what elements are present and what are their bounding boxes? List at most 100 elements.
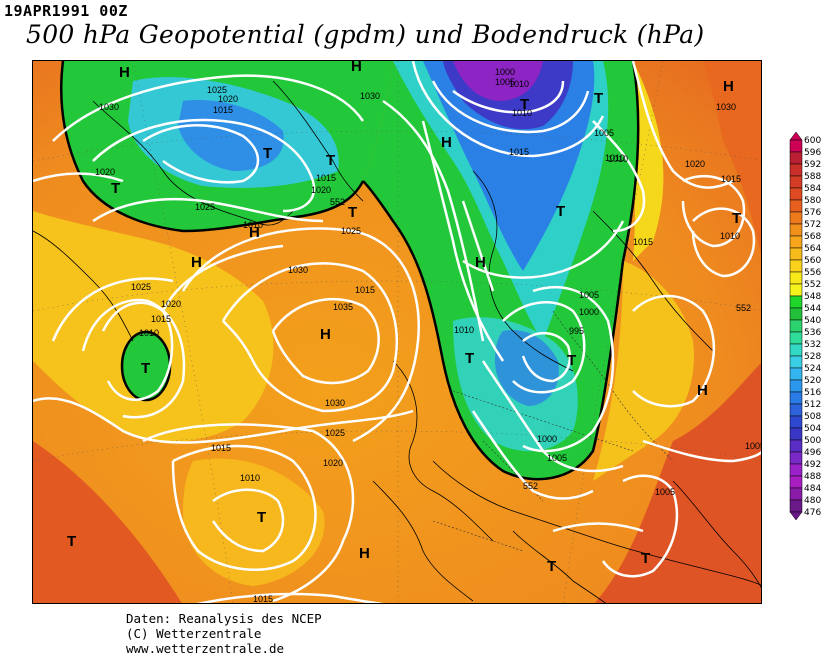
isobar-label: 1020	[323, 458, 343, 468]
isobar-label: 1010	[720, 231, 740, 241]
colorbar-label: 520	[804, 376, 822, 386]
colorbar-cell	[789, 235, 803, 249]
isobar-label: 1015	[633, 237, 653, 247]
isobar-label: 1030	[99, 102, 119, 112]
isobar-label: 1005	[655, 487, 675, 497]
isobar-label: 1015	[316, 173, 336, 183]
colorbar-label: 492	[804, 460, 822, 470]
colorbar-label: 560	[804, 256, 822, 266]
height-field-red-se	[594, 363, 761, 603]
pressure-system-label: H	[119, 64, 130, 81]
colorbar-label: 572	[804, 220, 822, 230]
colorbar-label: 528	[804, 352, 822, 362]
pressure-system-label: T	[111, 180, 120, 197]
isobar-label: 1010	[240, 473, 260, 483]
colorbar-cell	[789, 187, 803, 201]
pressure-system-label: H	[249, 224, 260, 241]
colorbar-label: 508	[804, 412, 822, 422]
contour-552-label: 552	[330, 197, 345, 207]
isobar-label: 1030	[716, 102, 736, 112]
colorbar-label: 588	[804, 172, 822, 182]
pressure-system-label: H	[191, 254, 202, 271]
credit-line: (C) Wetterzentrale	[126, 626, 262, 641]
colorbar-cell	[789, 391, 803, 405]
colorbar-cell	[789, 307, 803, 321]
colorbar-cell	[789, 271, 803, 285]
country-borders	[432, 310, 674, 552]
colorbar-cell	[789, 211, 803, 225]
colorbar-cell	[789, 487, 803, 501]
isobar-label: 1015	[253, 594, 273, 604]
isobar-label: 1000	[495, 67, 515, 77]
colorbar-label: 544	[804, 304, 822, 314]
graticule	[33, 61, 761, 603]
pressure-system-label: T	[67, 533, 76, 550]
pressure-system-label: T	[556, 203, 565, 220]
isobar-label: 995	[569, 326, 584, 336]
colorbar-cell	[789, 163, 803, 177]
colorbar-cell	[789, 451, 803, 465]
colorbar-cell	[789, 415, 803, 429]
isobar-label: 1020	[161, 299, 181, 309]
isobar-label: 1015	[151, 314, 171, 324]
colorbar-label: 552	[804, 280, 822, 290]
colorbar-label: 532	[804, 340, 822, 350]
pressure-system-label: T	[567, 352, 576, 369]
pressure-system-label: T	[547, 558, 556, 575]
analysis-date: 19APR1991 00Z	[4, 2, 128, 20]
colorbar-label: 476	[804, 508, 822, 518]
colorbar-label: 576	[804, 208, 822, 218]
height-field-yellow-south	[183, 458, 325, 586]
isobar-label: 1025	[207, 85, 227, 95]
isobar-label: 1010	[512, 108, 532, 118]
colorbar-label: 500	[804, 436, 822, 446]
isobar-label: 1010	[605, 153, 625, 163]
colorbar-label: 592	[804, 160, 822, 170]
colorbar-cell	[789, 439, 803, 453]
colorbar-cell	[789, 199, 803, 213]
pressure-system-label: T	[326, 152, 335, 169]
height-field-red-east	[703, 61, 761, 254]
pressure-system-label: T	[641, 550, 650, 567]
isobar-label: 1035	[333, 302, 353, 312]
isobar-label: 1025	[195, 202, 215, 212]
colorbar-cell	[789, 355, 803, 369]
colorbar-label: 568	[804, 232, 822, 242]
isobar-label: 1030	[360, 91, 380, 101]
colorbar-cell	[789, 331, 803, 345]
colorbar-cell	[789, 139, 803, 153]
weather-map: H H H T T T T H H T T T T H H T T H T H …	[32, 60, 762, 604]
pressure-system-markers-south: H T T	[359, 545, 650, 575]
isobar-label: 1030	[325, 398, 345, 408]
pressure-system-label: T	[263, 145, 272, 162]
pressure-system-label: H	[441, 134, 452, 151]
pressure-system-label: T	[465, 350, 474, 367]
colorbar-cell	[789, 403, 803, 417]
colorbar-cell	[789, 247, 803, 261]
colorbar-label: 600	[804, 136, 822, 146]
isobar-label: 1010	[139, 328, 159, 338]
isobar-label: 1025	[131, 282, 151, 292]
colorbar-label: 524	[804, 364, 822, 374]
contour-552-label: 552	[736, 303, 751, 313]
isobar-label: 1000	[579, 307, 599, 317]
colorbar-label: 480	[804, 496, 822, 506]
colorbar-cells	[789, 132, 803, 521]
isobar-label: 1010	[454, 325, 474, 335]
isobar-label: 1010	[243, 220, 263, 230]
pressure-system-label: H	[320, 326, 331, 343]
contour-552-greenland	[59, 61, 365, 233]
credits: Daten: Reanalysis des NCEP (C) Wetterzen…	[126, 611, 322, 656]
pressure-system-label: T	[141, 360, 150, 377]
colorbar-label: 548	[804, 292, 822, 302]
isobar-label: 1020	[95, 167, 115, 177]
isobar-label: 1020	[685, 159, 705, 169]
colorbar-cell	[789, 259, 803, 273]
pressure-system-markers: H H H T T T T H H T T T T H H T T H T H …	[67, 61, 741, 550]
isobar-label: 1015	[721, 174, 741, 184]
isobar-label: 1005	[547, 453, 567, 463]
height-field-purple-low	[453, 61, 543, 101]
pressure-system-label: H	[723, 78, 734, 95]
contour-552-label: 552	[523, 481, 538, 491]
isobar-label: 1015	[355, 285, 375, 295]
